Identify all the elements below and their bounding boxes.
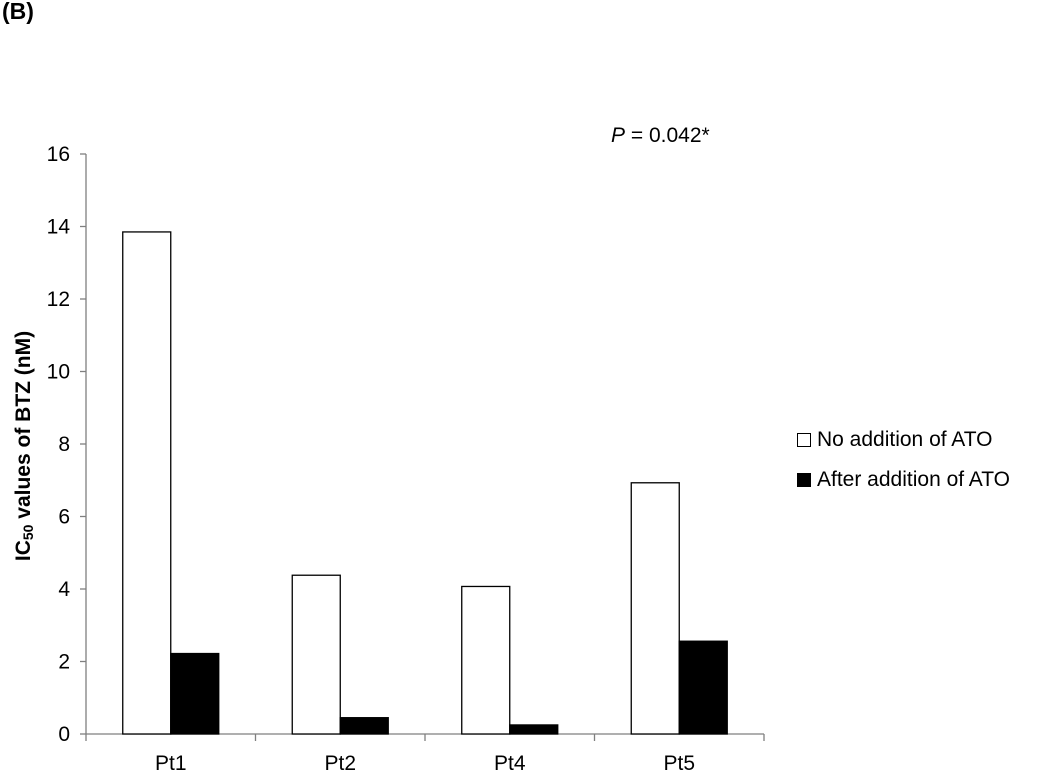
y-tick-label: 14 (47, 216, 71, 239)
legend-label-no-ato: No addition of ATO (817, 428, 993, 451)
x-tick-label: Pt2 (324, 752, 356, 774)
y-tick-label: 8 (58, 433, 70, 456)
bar-no-ato (122, 231, 172, 735)
bar-no-ato (291, 574, 341, 735)
p-value-annotation: P = 0.042* (611, 124, 710, 148)
y-tick-label: 0 (58, 723, 70, 746)
y-axis-label-suffix: values of BTZ (nM) (12, 330, 35, 525)
x-tick-label: Pt4 (494, 752, 526, 774)
legend-item-no-ato: No addition of ATO (797, 428, 1010, 452)
y-axis-label: IC50 values of BTZ (nM) (12, 331, 36, 561)
panel-label: (B) (2, 0, 34, 24)
x-tick-label: Pt1 (155, 752, 187, 774)
y-tick-label: 4 (58, 578, 70, 601)
y-axis-label-prefix: IC (12, 540, 35, 562)
x-tick-label: Pt5 (663, 752, 695, 774)
p-symbol: P (611, 124, 626, 147)
legend-swatch-no-ato (797, 433, 811, 447)
legend-item-after-ato: After addition of ATO (797, 468, 1010, 492)
bar-after-ato (509, 724, 559, 735)
y-tick-label: 16 (47, 143, 70, 166)
bar-no-ato (630, 482, 680, 735)
bar-after-ato (339, 717, 389, 735)
y-tick-label: 2 (58, 651, 70, 674)
y-tick-label: 6 (58, 506, 70, 529)
legend: No addition of ATO After addition of ATO (797, 428, 1010, 508)
legend-label-after-ato: After addition of ATO (817, 468, 1010, 491)
p-value-text: = 0.042* (625, 124, 710, 147)
bar-after-ato (170, 652, 220, 735)
bar-after-ato (678, 640, 728, 735)
y-tick-label: 10 (47, 361, 70, 384)
y-axis-label-subscript: 50 (20, 524, 36, 541)
bar-no-ato (461, 585, 511, 735)
y-tick-label: 12 (47, 288, 70, 311)
legend-swatch-after-ato (797, 473, 811, 487)
